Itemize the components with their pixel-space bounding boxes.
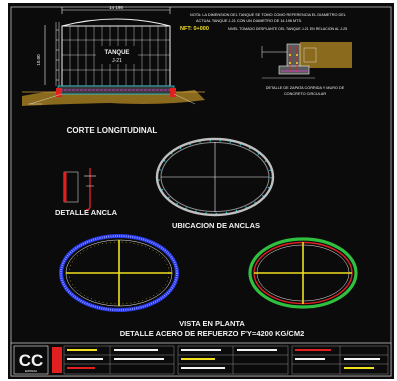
anchor-detail [63, 168, 96, 211]
rebar-left-inner-dots [68, 241, 170, 305]
logo-cell [13, 345, 49, 375]
callout-leader [173, 93, 196, 105]
rebar-plan-left [59, 234, 179, 312]
footing-rebar-dots [289, 54, 298, 64]
title-detalle-ancla: DETALLE ANCLA [55, 208, 118, 217]
anchor-ring-outer [155, 137, 275, 217]
callout-leader [29, 93, 63, 105]
tb-fine-print [67, 349, 380, 369]
title-corte: CORTE LONGITUDINAL [67, 126, 158, 135]
tank-ladder [55, 22, 60, 86]
rebar-ring-right-outer [248, 237, 358, 309]
tank-dim-top: 14 196 [109, 5, 123, 10]
anchor-hook [85, 205, 91, 211]
tank-label-line2: J-21 [112, 58, 122, 64]
footing-detail-box [303, 47, 317, 63]
title-ubicacion: UBICACION DE ANCLAS [172, 221, 260, 230]
footing-rebar-vertical [289, 46, 298, 72]
rebar-plan-right [248, 237, 358, 309]
footing-left [56, 88, 62, 97]
title-detalle-zapata-2: CONCRETO CIRCULAR [284, 92, 326, 96]
tb-grid [63, 345, 389, 375]
title-block: CC EMPRESA [10, 342, 392, 377]
footing-detail [261, 42, 352, 79]
nft-text: NIVEL TOMADO DESPLANTE DEL TANQUE J-21 E… [228, 27, 347, 31]
notes-block: NOTA: LA DIMENSION DEL TANQUE SE TOMO CO… [180, 13, 347, 32]
tank-label-line1: TANQUE [105, 50, 130, 56]
tb-red-strip [52, 347, 62, 373]
logo-caption: EMPRESA [25, 370, 38, 373]
anchor-ring-dots [158, 139, 272, 214]
logo-text: CC [19, 351, 44, 370]
anchor-location-plan [155, 137, 275, 217]
rebar-ring-left-hatch [60, 235, 178, 311]
tank-label-box [96, 46, 138, 64]
footing-soil [300, 42, 352, 68]
title-detalle-zapata-1: DETALLE DE ZAPATA CORRIDA Y MURO DE [266, 86, 345, 90]
tank-elevation: 14 196 10.00 TANQUE J-21 [22, 5, 205, 106]
nft-label: NFT: 0+000 [180, 26, 209, 32]
anchor-plate [64, 172, 67, 202]
title-vista-planta: VISTA EN PLANTA [179, 319, 245, 328]
tank-roof [61, 18, 171, 27]
title-detalle-acero: DETALLE ACERO DE REFUERZO F'Y=4200 KG/CM… [120, 329, 305, 338]
tank-dim-side: 10.00 [36, 54, 41, 66]
note-line1: NOTA: LA DIMENSION DEL TANQUE SE TOMO CO… [190, 13, 346, 17]
footing-base [278, 65, 310, 75]
note-line2: ACTUAL TANQUE J-21 CON UN DIAMETRO DE 14… [196, 19, 302, 23]
footing-right [170, 88, 176, 97]
